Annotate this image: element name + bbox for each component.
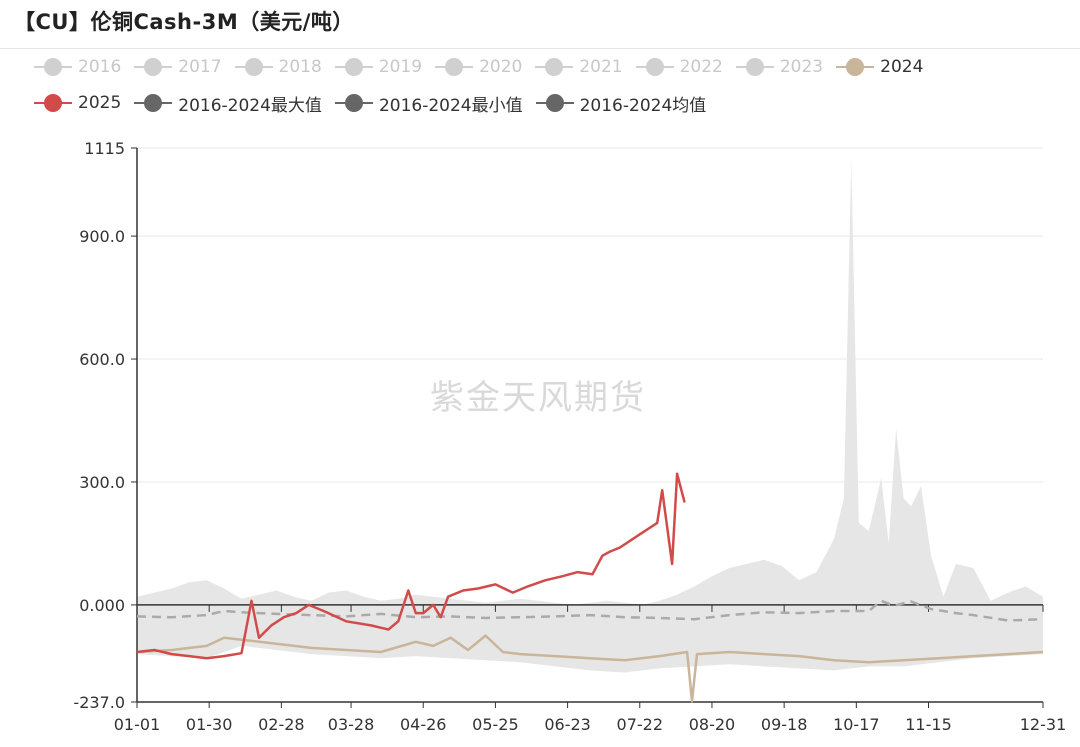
legend-item-2019[interactable]: 2019: [334, 54, 423, 80]
legend-item-2023[interactable]: 2023: [735, 54, 824, 80]
x-tick-label: 06-23: [544, 715, 591, 734]
legend-label: 2023: [779, 57, 824, 77]
legend-item-2016-2024均值[interactable]: 2016-2024均值: [535, 90, 707, 116]
y-tick-label: -237.0: [73, 693, 125, 712]
legend-marker-icon: [334, 54, 373, 80]
legend-label: 2016-2024最小值: [378, 95, 523, 116]
legend-label: 2016-2024最大值: [178, 95, 322, 116]
series-line-2024: [136, 634, 1044, 703]
y-tick-label: 300.0: [79, 473, 125, 492]
legend-marker-icon: [34, 54, 72, 80]
x-tick-label: 09-18: [761, 715, 808, 734]
legend-marker-icon: [234, 54, 273, 80]
x-tick-label: 10-17: [833, 715, 880, 734]
title-divider: [0, 48, 1080, 49]
series-line-2025: [136, 472, 686, 660]
y-tick-label: 900.0: [79, 227, 125, 246]
legend-item-2025[interactable]: 2025: [34, 90, 121, 116]
legend-item-2021[interactable]: 2021: [535, 54, 623, 80]
legend-marker-icon: [134, 90, 173, 116]
legend-label: 2022: [679, 57, 723, 77]
legend-item-2020[interactable]: 2020: [435, 54, 522, 80]
x-tick-label: 08-20: [689, 715, 736, 734]
legend-marker-icon: [535, 90, 574, 116]
legend-label: 2017: [178, 57, 222, 77]
legend-row-2: 2025 2016-2024最大值 2016-2024最小值 2016-2024均值: [34, 90, 1074, 116]
x-tick-label: 04-26: [400, 715, 447, 734]
x-tick-label: 01-01: [114, 715, 161, 734]
x-tick-label: 05-25: [472, 715, 519, 734]
legend-marker-icon: [435, 54, 474, 80]
x-tick-label: 01-30: [186, 715, 233, 734]
legend-label: 2021: [579, 57, 623, 77]
legend-marker-icon: [735, 54, 774, 80]
legend-marker-icon: [34, 90, 72, 116]
legend-label: 2016: [78, 57, 122, 77]
watermark: 紫金天风期货: [430, 378, 646, 418]
legend-item-2018[interactable]: 2018: [234, 54, 322, 80]
x-tick-label: 12-31: [1020, 715, 1067, 734]
y-tick-label: 1115: [84, 139, 125, 158]
legend-label: 2025: [78, 93, 122, 113]
chart-title: 【CU】伦铜Cash-3M（美元/吨）: [14, 10, 354, 34]
series-line-2016-2024均值: [136, 599, 1044, 622]
legend-item-2017[interactable]: 2017: [134, 54, 222, 80]
band-area: [137, 158, 1043, 673]
legend-item-2016-2024最大值[interactable]: 2016-2024最大值: [134, 90, 322, 116]
legend-item-2016[interactable]: 2016: [34, 54, 121, 80]
legend-marker-icon: [535, 54, 574, 80]
legend-item-2022[interactable]: 2022: [635, 54, 723, 80]
legend-row-1: 2016 2017 2018 2019 2020 2021 2022 2023 2024: [34, 54, 1074, 80]
legend: 2016 2017 2018 2019 2020 2021 2022 2023 2024 202…: [34, 54, 1074, 126]
legend-label: 2019: [378, 57, 423, 77]
x-tick-label: 11-15: [905, 715, 952, 734]
y-tick-label: 0.000: [79, 596, 125, 615]
y-tick-label: 600.0: [79, 350, 125, 369]
x-tick-label: 07-22: [617, 715, 664, 734]
legend-item-2016-2024最小值[interactable]: 2016-2024最小值: [334, 90, 523, 116]
legend-label: 2024: [880, 57, 924, 77]
x-tick-label: 02-28: [258, 715, 305, 734]
legend-marker-icon: [635, 54, 674, 80]
legend-label: 2018: [278, 57, 322, 77]
legend-marker-icon: [836, 54, 875, 80]
x-tick-label: 03-28: [328, 715, 375, 734]
legend-marker-icon: [134, 54, 173, 80]
legend-item-2024[interactable]: 2024: [836, 54, 923, 80]
legend-marker-icon: [334, 90, 373, 116]
legend-label: 2020: [479, 57, 523, 77]
legend-label: 2016-2024均值: [579, 95, 707, 116]
